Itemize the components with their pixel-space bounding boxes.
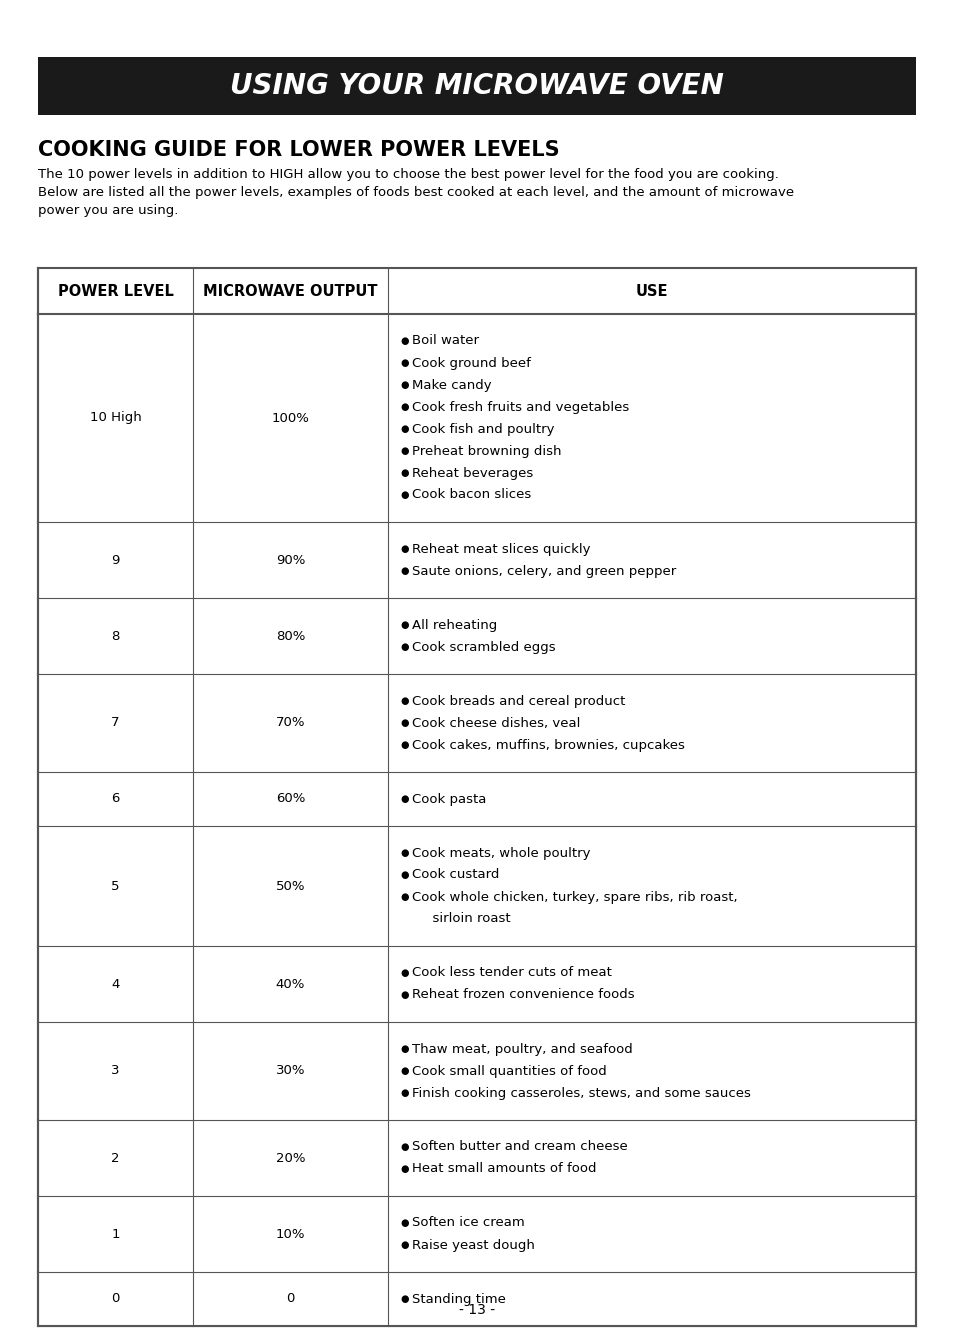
Text: All reheating: All reheating: [412, 619, 497, 632]
Text: - 13 -: - 13 -: [458, 1303, 495, 1317]
Text: 40%: 40%: [275, 977, 305, 990]
Text: Cook whole chicken, turkey, spare ribs, rib roast,: Cook whole chicken, turkey, spare ribs, …: [412, 891, 737, 903]
Text: Cook less tender cuts of meat: Cook less tender cuts of meat: [412, 966, 611, 980]
Text: ●: ●: [399, 1240, 408, 1249]
Text: ●: ●: [399, 490, 408, 501]
Text: Cook breads and cereal product: Cook breads and cereal product: [412, 695, 625, 707]
Text: 0: 0: [112, 1292, 119, 1306]
Text: Below are listed all the power levels, examples of foods best cooked at each lev: Below are listed all the power levels, e…: [38, 187, 793, 199]
Text: 5: 5: [112, 879, 120, 892]
Text: ●: ●: [399, 1044, 408, 1053]
Text: 70%: 70%: [275, 717, 305, 730]
Text: 6: 6: [112, 793, 119, 805]
Text: ●: ●: [399, 892, 408, 902]
Text: USE: USE: [635, 283, 667, 298]
Text: Finish cooking casseroles, stews, and some sauces: Finish cooking casseroles, stews, and so…: [412, 1087, 750, 1099]
Text: ●: ●: [399, 1219, 408, 1228]
Text: ●: ●: [399, 468, 408, 478]
Text: MICROWAVE OUTPUT: MICROWAVE OUTPUT: [203, 283, 377, 298]
Text: 80%: 80%: [275, 629, 305, 643]
Text: Standing time: Standing time: [412, 1292, 505, 1306]
Text: The 10 power levels in addition to HIGH allow you to choose the best power level: The 10 power levels in addition to HIGH …: [38, 168, 778, 181]
Text: ●: ●: [399, 870, 408, 880]
Text: 7: 7: [112, 717, 120, 730]
Text: ●: ●: [399, 566, 408, 576]
Text: 90%: 90%: [275, 553, 305, 566]
Text: Cook cakes, muffins, brownies, cupcakes: Cook cakes, muffins, brownies, cupcakes: [412, 738, 684, 752]
Text: ●: ●: [399, 739, 408, 750]
Text: USING YOUR MICROWAVE OVEN: USING YOUR MICROWAVE OVEN: [230, 72, 723, 101]
Text: ●: ●: [399, 794, 408, 804]
Text: 10%: 10%: [275, 1228, 305, 1240]
Text: ●: ●: [399, 968, 408, 978]
Text: 4: 4: [112, 977, 119, 990]
Text: 3: 3: [112, 1064, 120, 1078]
Text: POWER LEVEL: POWER LEVEL: [57, 283, 173, 298]
Text: Reheat frozen convenience foods: Reheat frozen convenience foods: [412, 989, 634, 1001]
Text: Cook custard: Cook custard: [412, 868, 498, 882]
Text: ●: ●: [399, 641, 408, 652]
Text: Soften butter and cream cheese: Soften butter and cream cheese: [412, 1141, 627, 1154]
Text: Cook small quantities of food: Cook small quantities of food: [412, 1064, 606, 1078]
Text: 9: 9: [112, 553, 119, 566]
Text: Cook pasta: Cook pasta: [412, 793, 486, 805]
Text: ●: ●: [399, 1164, 408, 1174]
Text: 30%: 30%: [275, 1064, 305, 1078]
Text: Cook scrambled eggs: Cook scrambled eggs: [412, 640, 555, 654]
Text: Make candy: Make candy: [412, 378, 491, 392]
Text: 100%: 100%: [272, 412, 309, 424]
Text: Cook fresh fruits and vegetables: Cook fresh fruits and vegetables: [412, 400, 629, 413]
Text: 0: 0: [286, 1292, 294, 1306]
Text: Cook fish and poultry: Cook fish and poultry: [412, 423, 554, 436]
Text: Cook bacon slices: Cook bacon slices: [412, 488, 531, 502]
Text: Heat small amounts of food: Heat small amounts of food: [412, 1162, 596, 1176]
Text: Cook ground beef: Cook ground beef: [412, 357, 530, 369]
Text: ●: ●: [399, 1066, 408, 1076]
Text: Thaw meat, poultry, and seafood: Thaw meat, poultry, and seafood: [412, 1043, 632, 1056]
Text: Soften ice cream: Soften ice cream: [412, 1216, 524, 1229]
Text: Boil water: Boil water: [412, 334, 478, 348]
Text: Reheat meat slices quickly: Reheat meat slices quickly: [412, 542, 590, 556]
Text: ●: ●: [399, 848, 408, 858]
Text: ●: ●: [399, 358, 408, 368]
Text: ●: ●: [399, 336, 408, 346]
Text: 20%: 20%: [275, 1151, 305, 1165]
Text: ●: ●: [399, 718, 408, 727]
Bar: [38, 56, 915, 115]
Text: Saute onions, celery, and green pepper: Saute onions, celery, and green pepper: [412, 565, 676, 577]
Text: 50%: 50%: [275, 879, 305, 892]
Text: COOKING GUIDE FOR LOWER POWER LEVELS: COOKING GUIDE FOR LOWER POWER LEVELS: [38, 140, 559, 160]
Text: ●: ●: [399, 1088, 408, 1098]
Text: 1: 1: [112, 1228, 120, 1240]
Text: Raise yeast dough: Raise yeast dough: [412, 1239, 535, 1252]
Text: ●: ●: [399, 380, 408, 391]
Text: 2: 2: [112, 1151, 120, 1165]
Text: ●: ●: [399, 424, 408, 433]
Text: ●: ●: [399, 990, 408, 1000]
Text: ●: ●: [399, 1294, 408, 1304]
Text: 8: 8: [112, 629, 119, 643]
Text: 60%: 60%: [275, 793, 305, 805]
Text: Preheat browning dish: Preheat browning dish: [412, 444, 561, 458]
Text: Cook cheese dishes, veal: Cook cheese dishes, veal: [412, 717, 579, 730]
Text: power you are using.: power you are using.: [38, 204, 178, 217]
Text: ●: ●: [399, 446, 408, 456]
Text: ●: ●: [399, 620, 408, 629]
Text: ●: ●: [399, 403, 408, 412]
Text: Cook meats, whole poultry: Cook meats, whole poultry: [412, 847, 590, 859]
Text: 10 High: 10 High: [90, 412, 141, 424]
Text: ●: ●: [399, 1142, 408, 1151]
Text: sirloin roast: sirloin roast: [423, 913, 510, 926]
Text: ●: ●: [399, 696, 408, 706]
Text: Reheat beverages: Reheat beverages: [412, 467, 533, 479]
Text: ●: ●: [399, 544, 408, 554]
